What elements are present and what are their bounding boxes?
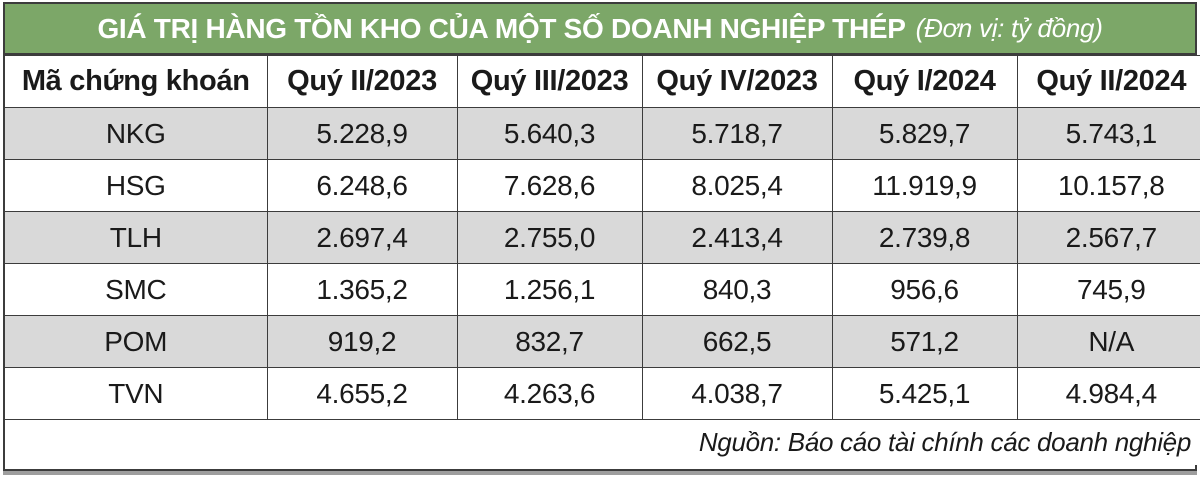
table-row: NKG 5.228,9 5.640,3 5.718,7 5.829,7 5.743,1 <box>5 107 1200 160</box>
inventory-table: Mã chứng khoán Quý II/2023 Quý III/2023 … <box>5 55 1200 465</box>
table-row: HSG 6.248,6 7.628,6 8.025,4 11.919,9 10.157,8 <box>5 159 1200 212</box>
value-cell: 745,9 <box>1016 263 1200 316</box>
source-row: Nguồn: Báo cáo tài chính các doanh nghiệ… <box>5 419 1200 465</box>
value-cell: 4.038,7 <box>641 367 833 420</box>
value-cell: 10.157,8 <box>1016 159 1200 212</box>
value-cell: 956,6 <box>831 263 1018 316</box>
value-cell: 2.413,4 <box>641 211 833 264</box>
ticker-cell: HSG <box>5 159 268 212</box>
value-cell: 4.655,2 <box>266 367 458 420</box>
value-cell: 8.025,4 <box>641 159 833 212</box>
column-header-q4-2023: Quý IV/2023 <box>641 55 833 108</box>
figure-unit-note: (Đơn vị: tỷ đồng) <box>915 13 1103 43</box>
source-note: Nguồn: Báo cáo tài chính các doanh nghiệ… <box>5 419 1200 465</box>
column-header-q2-2023: Quý II/2023 <box>266 55 458 108</box>
value-cell: 662,5 <box>641 315 833 368</box>
value-cell: 919,2 <box>266 315 458 368</box>
value-cell: 5.425,1 <box>831 367 1018 420</box>
table-header: Mã chứng khoán Quý II/2023 Quý III/2023 … <box>5 55 1200 108</box>
table-body: NKG 5.228,9 5.640,3 5.718,7 5.829,7 5.743,1 HS… <box>5 107 1200 420</box>
header-row: Mã chứng khoán Quý II/2023 Quý III/2023 … <box>5 55 1200 108</box>
value-cell: 4.263,6 <box>456 367 643 420</box>
value-cell: 2.755,0 <box>456 211 643 264</box>
ticker-cell: TVN <box>5 367 268 420</box>
value-cell: 7.628,6 <box>456 159 643 212</box>
value-cell: 1.256,1 <box>456 263 643 316</box>
value-cell: 1.365,2 <box>266 263 458 316</box>
value-cell: 2.739,8 <box>831 211 1018 264</box>
inventory-table-figure: GIÁ TRỊ HÀNG TỒN KHO CỦA MỘT SỐ DOANH NG… <box>3 2 1200 471</box>
ticker-cell: SMC <box>5 263 268 316</box>
figure-title-bar: GIÁ TRỊ HÀNG TỒN KHO CỦA MỘT SỐ DOANH NG… <box>5 4 1195 55</box>
value-cell: 5.640,3 <box>456 107 643 160</box>
ticker-cell: NKG <box>5 107 268 160</box>
column-header-q1-2024: Quý I/2024 <box>831 55 1018 108</box>
value-cell: 2.567,7 <box>1016 211 1200 264</box>
column-header-q3-2023: Quý III/2023 <box>456 55 643 108</box>
ticker-cell: POM <box>5 315 268 368</box>
ticker-cell: TLH <box>5 211 268 264</box>
table-row: TVN 4.655,2 4.263,6 4.038,7 5.425,1 4.984,4 <box>5 367 1200 420</box>
value-cell: 4.984,4 <box>1016 367 1200 420</box>
table-row: TLH 2.697,4 2.755,0 2.413,4 2.739,8 2.567,7 <box>5 211 1200 264</box>
value-cell: 2.697,4 <box>266 211 458 264</box>
value-cell: 571,2 <box>831 315 1018 368</box>
value-cell: 5.829,7 <box>831 107 1018 160</box>
column-header-ticker: Mã chứng khoán <box>5 55 268 108</box>
value-cell: 832,7 <box>456 315 643 368</box>
table-row: SMC 1.365,2 1.256,1 840,3 956,6 745,9 <box>5 263 1200 316</box>
value-cell: N/A <box>1016 315 1200 368</box>
value-cell: 6.248,6 <box>266 159 458 212</box>
table-row: POM 919,2 832,7 662,5 571,2 N/A <box>5 315 1200 368</box>
value-cell: 5.743,1 <box>1016 107 1200 160</box>
value-cell: 5.228,9 <box>266 107 458 160</box>
value-cell: 840,3 <box>641 263 833 316</box>
table-footer: Nguồn: Báo cáo tài chính các doanh nghiệ… <box>5 419 1200 465</box>
figure-title: GIÁ TRỊ HÀNG TỒN KHO CỦA MỘT SỐ DOANH NG… <box>97 12 906 44</box>
value-cell: 5.718,7 <box>641 107 833 160</box>
value-cell: 11.919,9 <box>831 159 1018 212</box>
column-header-q2-2024: Quý II/2024 <box>1016 55 1200 108</box>
